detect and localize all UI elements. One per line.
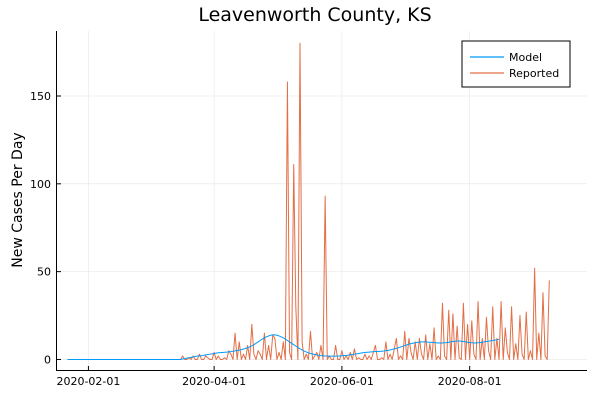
series-line-reported bbox=[67, 42, 550, 360]
legend-label-reported: Reported bbox=[509, 67, 559, 80]
x-tick-label: 2020-04-01 bbox=[182, 375, 246, 388]
chart-title: Leavenworth County, KS bbox=[198, 4, 431, 26]
x-tick-label: 2020-06-01 bbox=[310, 375, 374, 388]
y-tick-label: 150 bbox=[30, 90, 51, 103]
legend-box bbox=[461, 40, 571, 88]
y-tick-label: 100 bbox=[30, 178, 51, 191]
x-tick-label: 2020-02-01 bbox=[56, 375, 120, 388]
legend-label-model: Model bbox=[509, 51, 542, 64]
series-line-model bbox=[67, 334, 500, 360]
legend: Model Reported bbox=[461, 40, 571, 88]
series-layer bbox=[67, 42, 550, 360]
tick-labels: 0 50 100 150 2020-02-01 2020-04-01 2020-06-01 2… bbox=[30, 90, 502, 388]
y-tick-label: 0 bbox=[44, 353, 51, 366]
y-axis-label: New Cases Per Day bbox=[10, 132, 26, 267]
y-tick-label: 50 bbox=[37, 266, 51, 279]
x-tick-label: 2020-08-01 bbox=[438, 375, 502, 388]
